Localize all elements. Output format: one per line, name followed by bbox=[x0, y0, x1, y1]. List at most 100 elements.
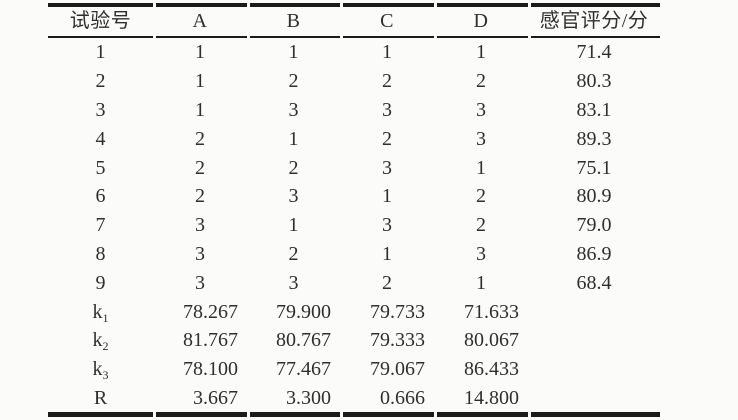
column-boundary-gap bbox=[340, 412, 343, 418]
header-separator-rule bbox=[48, 36, 660, 38]
trial-row: 1 1 1 1 1 71.4 bbox=[48, 38, 660, 67]
summary-label-cell: k2 bbox=[92, 329, 109, 354]
factor-level-cell: 2 bbox=[195, 185, 205, 208]
trial-number-cell: 1 bbox=[95, 41, 106, 64]
trial-number-cell: 9 bbox=[95, 271, 106, 294]
factor-level-cell: 2 bbox=[288, 242, 299, 265]
trial-row: 7 3 1 3 2 79.0 bbox=[48, 211, 660, 240]
factor-level-cell: 1 bbox=[382, 185, 392, 208]
column-header: A bbox=[192, 10, 208, 32]
factor-level-cell: 3 bbox=[288, 185, 299, 208]
column-boundary-gap bbox=[434, 3, 437, 7]
summary-value-cell: 0.666 bbox=[380, 386, 425, 409]
trial-number-cell: 7 bbox=[95, 214, 106, 237]
summary-label-cell: R bbox=[93, 386, 108, 409]
sensory-score-cell: 79.0 bbox=[576, 214, 612, 237]
summary-row: k3 78.100 77.467 79.067 86.433 bbox=[48, 355, 660, 384]
factor-level-cell: 3 bbox=[382, 98, 392, 121]
column-header: C bbox=[380, 10, 394, 32]
factor-level-cell: 1 bbox=[476, 271, 486, 294]
trial-row: 9 3 3 2 1 68.4 bbox=[48, 268, 660, 297]
table-body: 1 1 1 1 1 71.4 2 1 2 2 2 80.3 3 1 3 3 3 83.1 4 2 1 2 3 89.3 5 2 2 3… bbox=[48, 38, 660, 412]
factor-level-cell: 3 bbox=[195, 214, 205, 237]
column-boundary-gap bbox=[528, 3, 531, 7]
trial-number-cell: 5 bbox=[95, 156, 106, 179]
column-header: B bbox=[286, 10, 301, 32]
factor-level-cell: 3 bbox=[288, 271, 299, 294]
trial-number-cell: 6 bbox=[95, 185, 106, 208]
table-bottom-rule bbox=[48, 412, 660, 418]
factor-level-cell: 1 bbox=[195, 41, 205, 64]
summary-value-cell: 77.467 bbox=[276, 358, 331, 381]
column-header: D bbox=[473, 10, 489, 32]
factor-level-cell: 3 bbox=[476, 127, 486, 150]
column-boundary-gap bbox=[340, 3, 343, 7]
summary-value-cell: 79.733 bbox=[370, 300, 425, 323]
sensory-score-cell: 80.9 bbox=[576, 185, 612, 208]
trial-row: 3 1 3 3 3 83.1 bbox=[48, 96, 660, 125]
summary-row: k1 78.267 79.900 79.733 71.633 bbox=[48, 297, 660, 326]
column-boundary-gap bbox=[153, 36, 156, 38]
factor-level-cell: 3 bbox=[382, 156, 392, 179]
factor-level-cell: 2 bbox=[476, 214, 486, 237]
table-header-row: 试验号 A B C D 感官评分/分 bbox=[48, 7, 660, 35]
summary-row: k2 81.767 80.767 79.333 80.067 bbox=[48, 326, 660, 355]
summary-value-cell: 71.633 bbox=[464, 300, 519, 323]
summary-value-cell: 79.067 bbox=[370, 358, 425, 381]
trial-row: 4 2 1 2 3 89.3 bbox=[48, 124, 660, 153]
factor-level-cell: 2 bbox=[476, 185, 486, 208]
sensory-score-cell: 89.3 bbox=[576, 127, 612, 150]
factor-level-cell: 1 bbox=[382, 242, 392, 265]
factor-level-cell: 1 bbox=[476, 41, 486, 64]
summary-value-cell: 79.333 bbox=[370, 329, 425, 352]
column-boundary-gap bbox=[153, 3, 156, 7]
sensory-score-cell: 75.1 bbox=[576, 156, 612, 179]
factor-level-cell: 1 bbox=[382, 41, 392, 64]
summary-row: R 3.667 3.300 0.666 14.800 bbox=[48, 384, 660, 413]
factor-level-cell: 3 bbox=[288, 98, 299, 121]
summary-value-cell: 80.767 bbox=[276, 329, 331, 352]
summary-label-subscript: 2 bbox=[102, 339, 109, 354]
summary-value-cell: 81.767 bbox=[183, 329, 238, 352]
sensory-score-cell: 86.9 bbox=[576, 242, 612, 265]
column-boundary-gap bbox=[247, 412, 250, 418]
trial-row: 2 1 2 2 2 80.3 bbox=[48, 67, 660, 96]
trial-row: 5 2 2 3 1 75.1 bbox=[48, 153, 660, 182]
factor-level-cell: 2 bbox=[382, 70, 392, 93]
summary-value-cell: 3.300 bbox=[286, 386, 331, 409]
factor-level-cell: 2 bbox=[476, 70, 486, 93]
table-top-rule bbox=[48, 3, 660, 7]
summary-value-cell: 3.667 bbox=[193, 386, 238, 409]
trial-number-cell: 3 bbox=[95, 98, 106, 121]
factor-level-cell: 3 bbox=[382, 214, 392, 237]
factor-level-cell: 2 bbox=[288, 156, 299, 179]
column-boundary-gap bbox=[528, 412, 531, 418]
summary-value-cell: 79.900 bbox=[276, 300, 331, 323]
column-boundary-gap bbox=[340, 36, 343, 38]
column-boundary-gap bbox=[434, 412, 437, 418]
factor-level-cell: 1 bbox=[476, 156, 486, 179]
factor-level-cell: 3 bbox=[195, 271, 205, 294]
column-boundary-gap bbox=[528, 36, 531, 38]
column-boundary-gap bbox=[247, 3, 250, 7]
summary-label-cell: k3 bbox=[92, 358, 109, 383]
sensory-score-cell: 71.4 bbox=[576, 41, 612, 64]
sensory-score-cell: 80.3 bbox=[576, 70, 612, 93]
summary-value-cell: 78.100 bbox=[183, 358, 238, 381]
summary-value-cell: 80.067 bbox=[464, 329, 519, 352]
factor-level-cell: 1 bbox=[288, 41, 299, 64]
summary-label-subscript: 3 bbox=[102, 368, 109, 383]
orthogonal-experiment-table: 试验号 A B C D 感官评分/分 1 1 1 1 1 71.4 2 1 2 2 2 80.3 3 1 3 3 3 83.… bbox=[48, 3, 660, 418]
factor-level-cell: 2 bbox=[195, 127, 205, 150]
summary-value-cell: 14.800 bbox=[464, 386, 519, 409]
factor-level-cell: 1 bbox=[195, 70, 205, 93]
column-header: 感官评分/分 bbox=[539, 10, 649, 32]
summary-label-cell: k1 bbox=[92, 300, 109, 325]
factor-level-cell: 3 bbox=[476, 242, 486, 265]
summary-value-cell: 86.433 bbox=[464, 358, 519, 381]
factor-level-cell: 1 bbox=[288, 214, 299, 237]
summary-value-cell: 78.267 bbox=[183, 300, 238, 323]
trial-row: 6 2 3 1 2 80.9 bbox=[48, 182, 660, 211]
factor-level-cell: 2 bbox=[382, 271, 392, 294]
